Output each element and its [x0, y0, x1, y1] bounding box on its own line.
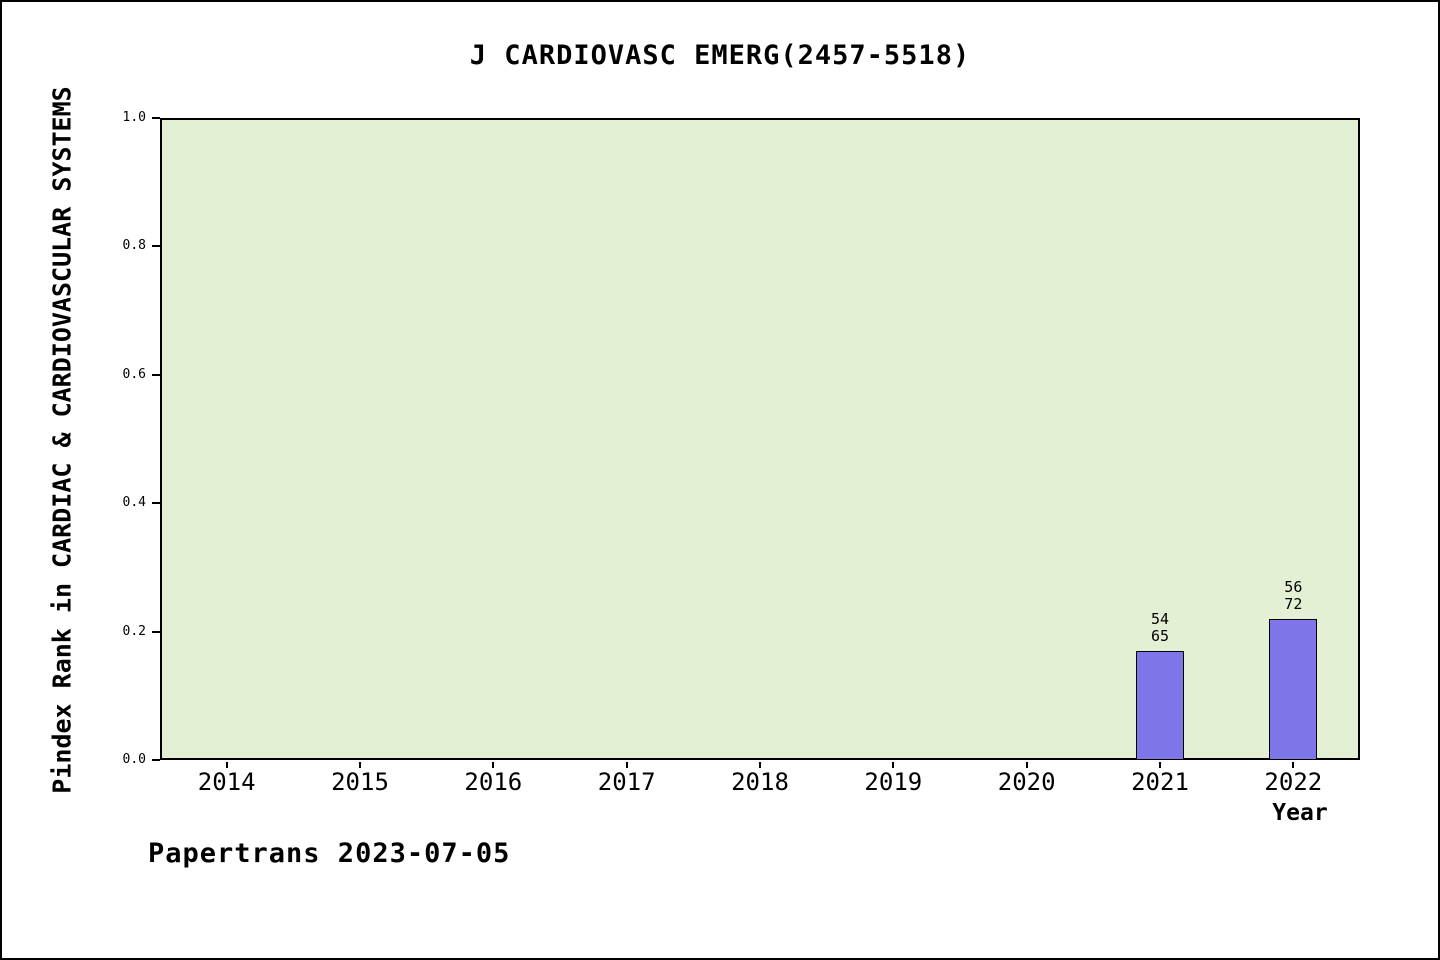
- x-tick-label: 2018: [731, 768, 789, 796]
- y-tick-mark: [152, 117, 160, 119]
- y-tick-mark: [152, 630, 160, 633]
- x-tick-label: 2016: [464, 768, 523, 796]
- y-tick-mark: [152, 759, 160, 761]
- x-tick-label: 2015: [331, 768, 389, 796]
- x-tick-label: 2021: [1131, 768, 1189, 796]
- bar-value-label-2021: 54 65: [1150, 609, 1170, 645]
- y-tick-label: 1.0: [122, 110, 146, 125]
- y-tick-mark: [152, 245, 160, 248]
- x-tick-mark: [625, 762, 628, 768]
- bar-2021: [1136, 650, 1184, 760]
- chart-title: J CARDIOVASC EMERG(2457-5518): [469, 40, 971, 71]
- x-tick-mark: [1025, 762, 1028, 768]
- x-tick-mark: [359, 762, 361, 768]
- x-tick-label: 2019: [864, 768, 923, 796]
- x-axis-label: Year: [1272, 800, 1328, 826]
- footer-watermark: Papertrans 2023-07-05: [148, 838, 511, 869]
- x-tick-mark: [1159, 762, 1161, 768]
- x-tick-mark: [492, 762, 495, 768]
- x-tick-mark: [225, 762, 228, 768]
- y-tick-label: 0.0: [122, 752, 146, 767]
- y-tick-mark: [152, 502, 160, 505]
- y-tick-label: 0.6: [122, 366, 146, 382]
- x-tick-label: 2020: [997, 768, 1056, 796]
- x-tick-label: 2014: [197, 768, 256, 796]
- x-tick-label: 2017: [597, 768, 656, 796]
- x-tick-label: 2022: [1264, 768, 1323, 796]
- x-tick-mark: [1292, 762, 1295, 768]
- x-tick-mark: [759, 762, 761, 768]
- y-tick-mark: [152, 373, 160, 376]
- y-axis-label-text: Pindex Rank in CARDIAC & CARDIOVASCULAR …: [47, 86, 77, 794]
- bar-2022: [1269, 618, 1318, 760]
- x-tick-mark: [892, 762, 895, 768]
- y-tick-label: 0.4: [122, 495, 146, 511]
- y-tick-label: 0.8: [122, 238, 146, 254]
- y-tick-label: 0.2: [122, 623, 146, 639]
- bar-value-label-2022: 56 72: [1284, 577, 1303, 613]
